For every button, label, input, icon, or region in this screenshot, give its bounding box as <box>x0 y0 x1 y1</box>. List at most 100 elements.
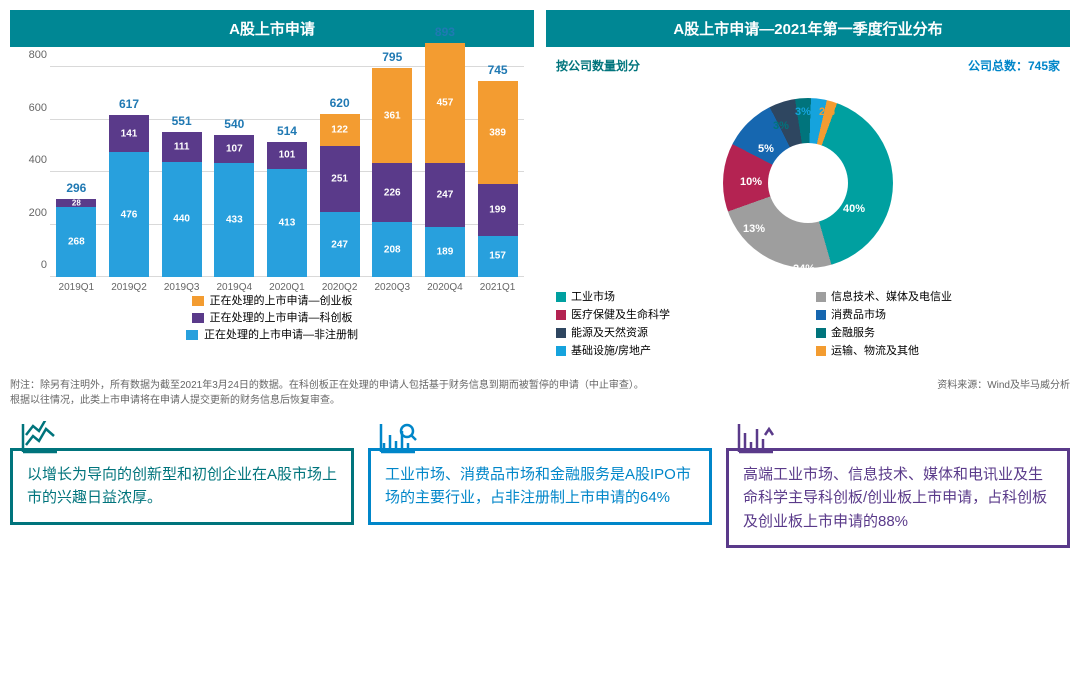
y-axis-label: 0 <box>15 259 47 271</box>
bar-segment-value: 433 <box>226 215 243 226</box>
bar-segment: 361 <box>372 68 412 163</box>
bar-segment-value: 476 <box>121 209 138 220</box>
bar-segment-value: 199 <box>489 204 506 215</box>
callout-text: 高端工业市场、信息技术、媒体和电讯业及生命科学主导科创板/创业板上市申请，占科创… <box>726 448 1070 548</box>
bar-slot: 208226361795 <box>370 68 414 277</box>
bar-segment-value: 141 <box>121 128 138 139</box>
bar-legend-item: 正在处理的上市申请—科创板 <box>10 309 534 325</box>
bar-segment-value: 268 <box>68 236 85 247</box>
donut-legend-item: 医疗保健及生命科学 <box>556 306 800 322</box>
y-axis-label: 800 <box>15 49 47 61</box>
bar-total-label: 745 <box>488 63 508 77</box>
donut-slice-label: 2% <box>819 106 835 118</box>
donut-legend-item: 工业市场 <box>556 288 800 304</box>
bar-segment: 413 <box>267 169 307 277</box>
bar-segment: 226 <box>372 163 412 222</box>
bar-segment: 247 <box>320 212 360 277</box>
callout: 以增长为导向的创新型和初创企业在A股市场上市的兴趣日益浓厚。 <box>10 418 354 578</box>
donut-slice-label: 3% <box>773 120 789 132</box>
bar-segment-value: 440 <box>173 214 190 225</box>
donut-slice-label: 3% <box>795 106 811 118</box>
bar-slot: 440111551 <box>160 132 204 277</box>
bar-segment-value: 247 <box>331 239 348 250</box>
bar-slot: 247251122620 <box>318 114 362 277</box>
bar-segment-value: 389 <box>489 127 506 138</box>
callout-text: 以增长为导向的创新型和初创企业在A股市场上市的兴趣日益浓厚。 <box>10 448 354 525</box>
bar-total-label: 514 <box>277 124 297 138</box>
bar-segment-value: 107 <box>226 144 243 155</box>
bar-chart-panel: A股上市申请 0 200 400 600 800 268 28 296 476 141 617 44… <box>10 10 534 368</box>
bar-segment: 157 <box>478 236 518 277</box>
donut-slice-label: 13% <box>743 223 765 235</box>
bar-segment: 476 <box>109 152 149 277</box>
donut-legend-item: 运输、物流及其他 <box>816 342 1060 358</box>
bar-total-label: 620 <box>330 96 350 110</box>
donut-right-label: 公司总数：745家 <box>968 57 1060 74</box>
donut-chart-title: A股上市申请—2021年第一季度行业分布 <box>546 10 1070 47</box>
bar-segment: 122 <box>320 114 360 146</box>
donut-legend: 工业市场信息技术、媒体及电信业医疗保健及生命科学消费品市场能源及天然资源金融服务… <box>556 288 1060 358</box>
bar-segment-value: 226 <box>384 187 401 198</box>
donut-left-label: 按公司数量划分 <box>556 57 640 74</box>
callout: 工业市场、消费品市场和金融服务是A股IPO市场的主要行业，占非注册制上市申请的6… <box>368 418 712 578</box>
bar-segment: 199 <box>478 184 518 236</box>
callout-text: 工业市场、消费品市场和金融服务是A股IPO市场的主要行业，占非注册制上市申请的6… <box>368 448 712 525</box>
donut-slice-label: 10% <box>740 176 762 188</box>
bar-slot: 189247457893 <box>423 43 467 277</box>
callout-chart-icon <box>734 418 778 458</box>
bar-total-label: 540 <box>224 117 244 131</box>
bar-segment: 28 <box>56 199 96 206</box>
donut-slice-label: 40% <box>843 203 865 215</box>
bar-segment-value: 189 <box>437 247 454 258</box>
callout: 高端工业市场、信息技术、媒体和电讯业及生命科学主导科创板/创业板上市申请，占科创… <box>726 418 1070 578</box>
bar-segment: 141 <box>109 115 149 152</box>
bar-segment-value: 413 <box>279 217 296 228</box>
donut-slice-label: 24% <box>793 263 815 275</box>
bar-chart-title: A股上市申请 <box>10 10 534 47</box>
y-axis-label: 600 <box>15 102 47 114</box>
bar-segment-value: 111 <box>174 141 190 152</box>
callout-chart-icon <box>18 418 62 458</box>
bar-segment: 433 <box>214 163 254 277</box>
bar-segment: 440 <box>162 162 202 278</box>
bar-segment: 268 <box>56 207 96 277</box>
footnote-left: 附注：除另有注明外，所有数据为截至2021年3月24日的数据。在科创板正在处理的… <box>10 376 646 406</box>
donut-chart-panel: A股上市申请—2021年第一季度行业分布 按公司数量划分 公司总数：745家 4… <box>546 10 1070 368</box>
bar-legend-item: 正在处理的上市申请—创业板 <box>10 292 534 308</box>
bar-chart: 0 200 400 600 800 268 28 296 476 141 617 440 111 551… <box>10 47 534 337</box>
y-axis-label: 200 <box>15 207 47 219</box>
donut-legend-item: 信息技术、媒体及电信业 <box>816 288 1060 304</box>
bar-slot: 26828296 <box>54 199 98 277</box>
footnote-right: 资料来源：Wind及毕马威分析 <box>646 376 1070 406</box>
bar-segment: 251 <box>320 146 360 212</box>
bar-segment-value: 251 <box>331 174 348 185</box>
bar-segment-value: 122 <box>331 125 348 136</box>
bar-segment: 247 <box>425 163 465 228</box>
bar-segment: 107 <box>214 135 254 163</box>
bar-segment-value: 28 <box>72 198 81 207</box>
bar-slot: 476141617 <box>107 115 151 277</box>
bar-total-label: 551 <box>172 114 192 128</box>
donut-legend-item: 基础设施/房地产 <box>556 342 800 358</box>
bar-segment: 208 <box>372 222 412 277</box>
bar-segment-value: 101 <box>279 150 296 161</box>
bar-segment: 389 <box>478 81 518 183</box>
bar-legend-item: 正在处理的上市申请—非注册制 <box>10 326 534 342</box>
donut-legend-item: 能源及天然资源 <box>556 324 800 340</box>
bar-segment-value: 157 <box>489 251 506 262</box>
bar-segment-value: 457 <box>437 97 454 108</box>
bar-total-label: 617 <box>119 97 139 111</box>
donut-chart: 40%24%13%10%5%3%3%2% <box>556 78 1060 288</box>
bar-segment: 101 <box>267 142 307 169</box>
y-axis-label: 400 <box>15 154 47 166</box>
bar-slot: 157199389745 <box>476 81 520 277</box>
callout-chart-icon <box>376 418 420 458</box>
bar-segment: 457 <box>425 43 465 163</box>
bar-total-label: 893 <box>435 25 455 39</box>
bar-segment-value: 208 <box>384 244 401 255</box>
bar-segment-value: 247 <box>437 189 454 200</box>
donut-legend-item: 消费品市场 <box>816 306 1060 322</box>
bar-segment: 111 <box>162 132 202 161</box>
bar-total-label: 795 <box>382 50 402 64</box>
bar-total-label: 296 <box>66 181 86 195</box>
